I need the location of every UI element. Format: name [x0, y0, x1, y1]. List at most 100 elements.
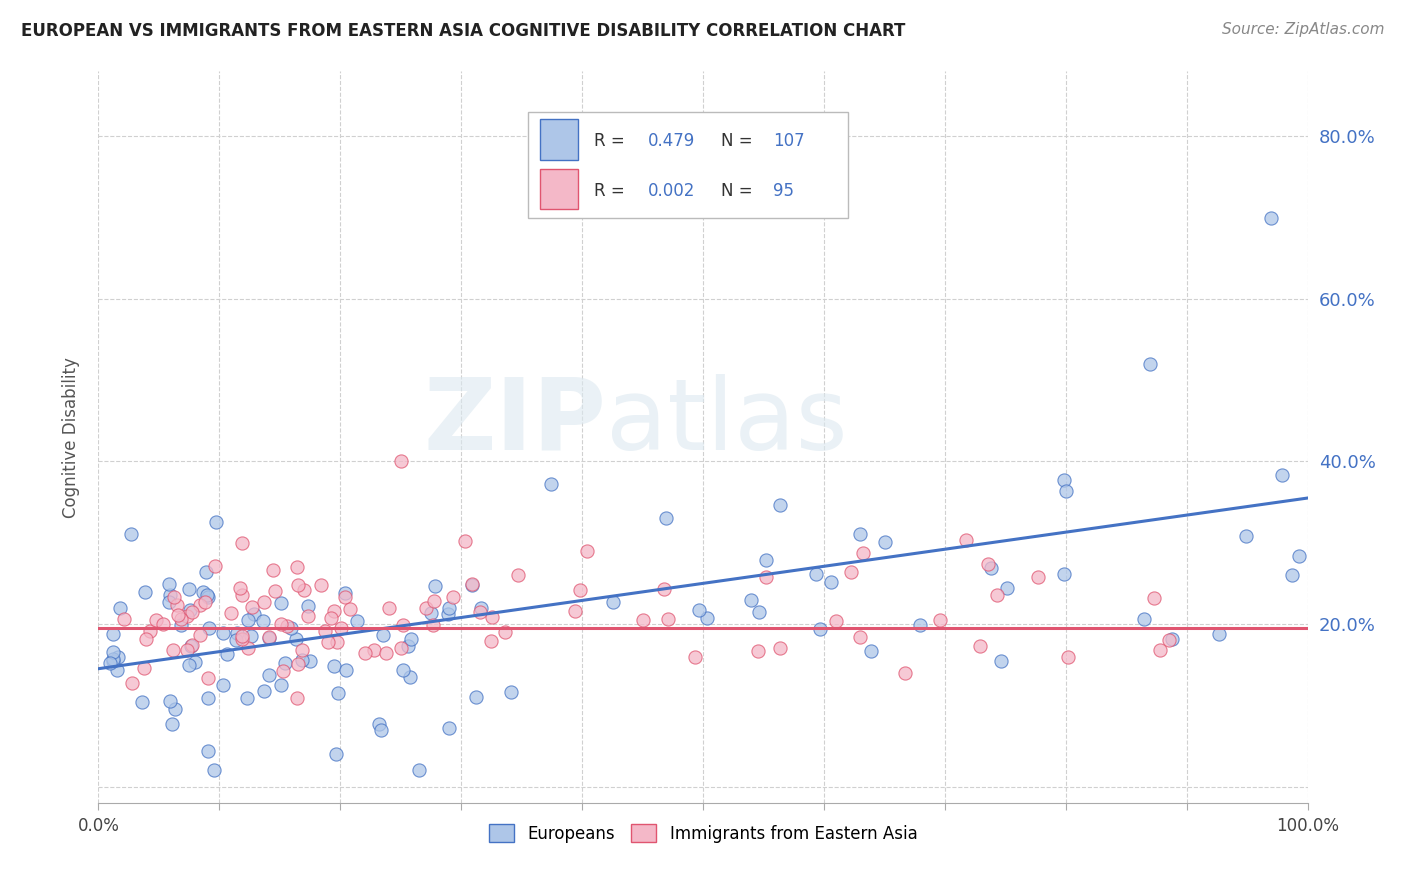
Point	[685, 649, 707, 664]
Point	[243, 607, 266, 621]
Point	[167, 607, 190, 622]
Point	[176, 609, 198, 624]
Point	[423, 578, 446, 592]
Point	[231, 632, 253, 647]
Point	[219, 607, 242, 621]
Point	[422, 618, 444, 632]
Point	[1026, 570, 1049, 584]
Point	[506, 567, 529, 582]
Point	[285, 690, 308, 705]
Point	[101, 626, 124, 640]
Point	[391, 617, 413, 632]
Point	[499, 685, 522, 699]
Point	[103, 652, 125, 666]
Point	[198, 621, 221, 635]
Point	[339, 601, 361, 615]
Point	[461, 578, 484, 592]
Point	[806, 566, 828, 581]
Point	[955, 533, 977, 547]
Point	[107, 650, 129, 665]
Point	[202, 764, 225, 778]
Point	[494, 624, 516, 639]
Point	[292, 582, 315, 597]
Point	[240, 600, 263, 615]
Point	[769, 498, 792, 512]
Point	[316, 635, 339, 649]
Point	[134, 585, 156, 599]
Point	[575, 544, 598, 558]
Point	[908, 618, 931, 632]
Point	[631, 613, 654, 627]
Point	[1288, 549, 1310, 564]
Point	[568, 583, 591, 598]
Point	[375, 646, 398, 660]
Point	[408, 764, 430, 778]
Point	[163, 591, 186, 605]
Text: 95: 95	[773, 182, 794, 200]
Point	[1161, 632, 1184, 647]
Point	[755, 553, 778, 567]
Point	[160, 717, 183, 731]
Y-axis label: Cognitive Disability: Cognitive Disability	[62, 357, 80, 517]
Point	[270, 596, 292, 610]
Point	[454, 534, 477, 549]
Point	[270, 678, 292, 692]
Point	[769, 640, 792, 655]
Point	[181, 638, 204, 652]
Point	[121, 675, 143, 690]
Point	[820, 574, 842, 589]
Point	[195, 588, 218, 602]
Point	[159, 588, 181, 602]
Text: 0.479: 0.479	[647, 132, 695, 150]
Point	[321, 611, 343, 625]
Point	[108, 600, 131, 615]
Text: 107: 107	[773, 132, 804, 150]
Point	[270, 617, 292, 632]
Point	[276, 619, 298, 633]
Point	[120, 526, 142, 541]
Point	[177, 658, 200, 673]
Point	[226, 626, 249, 640]
Point	[145, 614, 167, 628]
Point	[420, 606, 443, 620]
Point	[852, 546, 875, 560]
Point	[291, 653, 314, 667]
Point	[212, 626, 235, 640]
Point	[257, 630, 280, 644]
Point	[969, 639, 991, 653]
Point	[1208, 627, 1230, 641]
Point	[848, 630, 870, 644]
Point	[808, 623, 831, 637]
Point	[481, 610, 503, 624]
Point	[179, 603, 201, 617]
Point	[180, 639, 202, 653]
Point	[378, 601, 401, 615]
Point	[231, 630, 253, 644]
Point	[135, 632, 157, 646]
Point	[986, 588, 1008, 602]
Point	[367, 717, 389, 731]
Point	[654, 511, 676, 525]
Point	[839, 565, 862, 579]
Point	[848, 526, 870, 541]
Point	[977, 557, 1000, 571]
Point	[389, 454, 412, 468]
Point	[177, 582, 200, 596]
Point	[105, 663, 128, 677]
Point	[333, 586, 356, 600]
Point	[236, 613, 259, 627]
Point	[995, 581, 1018, 595]
Point	[423, 594, 446, 608]
Point	[240, 629, 263, 643]
Point	[197, 744, 219, 758]
Point	[740, 593, 762, 607]
Point	[176, 642, 198, 657]
Point	[235, 691, 257, 706]
Point	[824, 614, 846, 628]
Point	[291, 643, 314, 657]
Point	[1234, 529, 1257, 543]
Point	[229, 581, 252, 595]
Point	[157, 577, 180, 591]
Point	[181, 605, 204, 619]
Point	[215, 647, 238, 661]
